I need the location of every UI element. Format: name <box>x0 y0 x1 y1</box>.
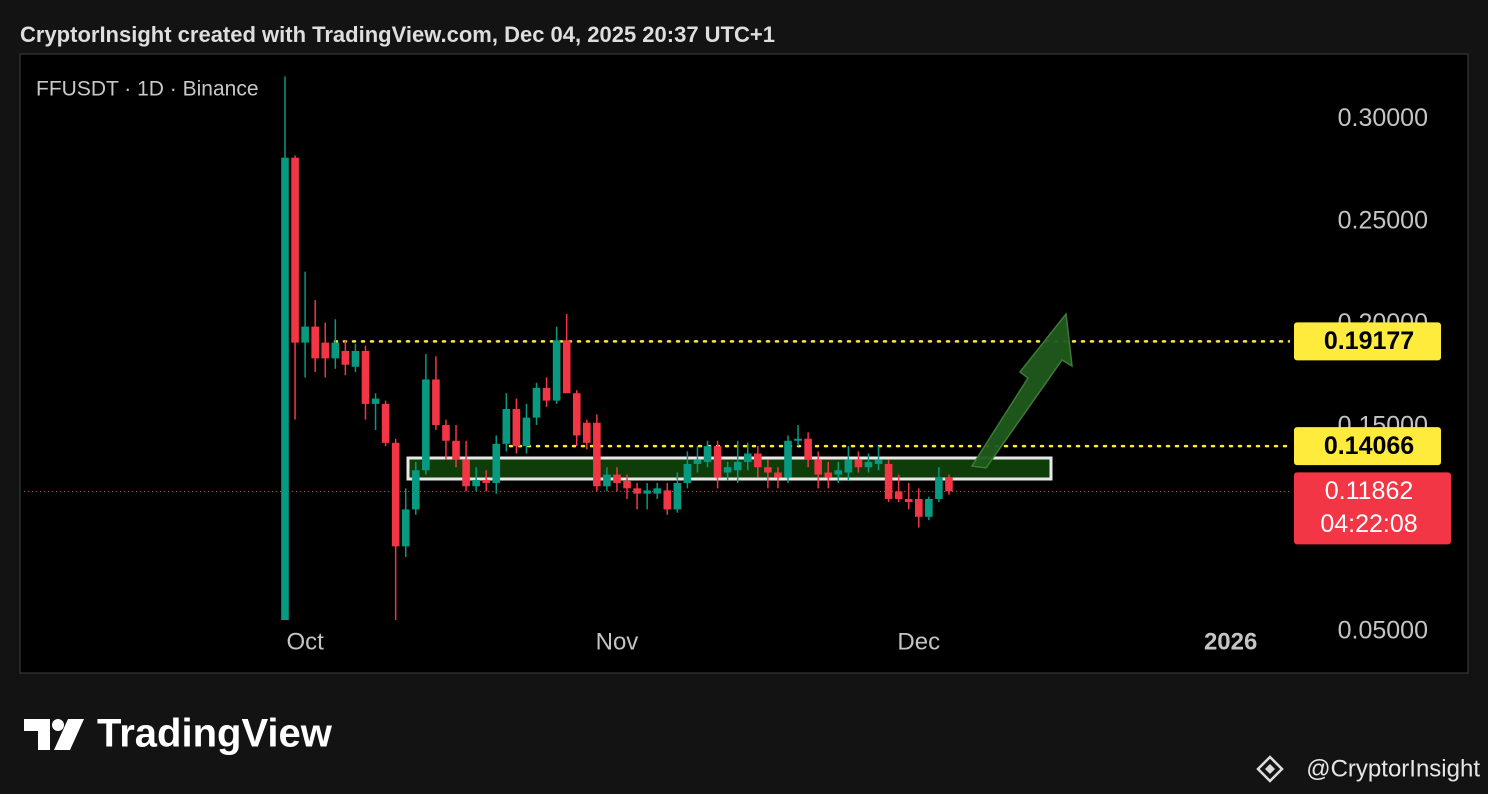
x-tick-label: Oct <box>286 628 324 655</box>
candle-body <box>603 474 611 487</box>
candle-body <box>723 467 732 473</box>
x-tick-label: Nov <box>596 628 639 655</box>
header: CryptorInsight created with TradingView.… <box>20 22 775 47</box>
candle-body <box>542 387 551 401</box>
candle-body <box>774 472 782 478</box>
candle-body <box>693 459 702 464</box>
candle-body <box>925 498 933 517</box>
candle-body <box>281 157 289 620</box>
candle-body <box>442 424 450 441</box>
countdown-label: 04:22:08 <box>1320 510 1417 538</box>
chart-panel <box>19 53 1469 674</box>
logo-mark <box>52 719 64 731</box>
logo-text: TradingView <box>97 712 333 756</box>
candle-body <box>623 480 631 489</box>
tradingview-logo: TradingView <box>24 712 333 756</box>
symbol-title: FFUSDT · 1D · Binance <box>36 78 259 101</box>
price-label-box <box>1294 322 1441 361</box>
candle-body <box>874 459 883 464</box>
candle-body <box>562 340 571 394</box>
x-tick-label: Dec <box>897 628 940 655</box>
candle-body <box>613 474 621 483</box>
logo-mark <box>24 719 50 750</box>
price-label: 0.19177 <box>1324 327 1414 355</box>
candle-body <box>512 409 521 447</box>
price-label: 0.14066 <box>1324 432 1414 460</box>
candle-body <box>361 350 370 404</box>
candle-body <box>351 350 360 367</box>
candle-body <box>743 453 752 462</box>
candle-body <box>683 463 692 483</box>
candle-body <box>391 442 400 547</box>
candle-body <box>854 459 863 468</box>
candle-body <box>532 387 541 418</box>
candle-body <box>432 379 440 425</box>
price-axis: 0.050000.150000.200000.250000.30000OctNo… <box>286 104 1451 655</box>
binance-icon <box>1265 764 1275 774</box>
candle-body <box>633 488 641 494</box>
candle-body <box>844 459 853 473</box>
candle-body <box>784 440 792 478</box>
plot-area <box>21 76 1290 620</box>
candle-body <box>462 459 470 487</box>
candle-body <box>311 326 319 359</box>
candle-body <box>673 482 682 510</box>
binance-icon <box>1256 755 1284 783</box>
candle-body <box>703 446 712 462</box>
candle-body <box>754 453 762 468</box>
price-label-box <box>1294 427 1441 466</box>
last-price-box <box>1294 472 1451 545</box>
candle-body <box>764 467 772 473</box>
candle-body <box>804 438 812 460</box>
candle-body <box>814 459 822 475</box>
candle-body <box>713 446 722 478</box>
candle-body <box>834 470 843 475</box>
candle-body <box>371 398 380 404</box>
candle-body <box>472 479 480 487</box>
y-tick-label: 0.30000 <box>1338 104 1428 132</box>
candle-body <box>502 409 511 444</box>
candle-body <box>643 490 651 494</box>
candle-body <box>733 461 742 471</box>
candle-body <box>663 490 672 510</box>
candle-body <box>824 472 833 478</box>
candle-body <box>482 479 490 483</box>
candle-body <box>583 422 591 443</box>
candle-body <box>331 342 340 359</box>
y-tick-label: 0.25000 <box>1338 207 1428 235</box>
candle-body <box>381 403 390 443</box>
last-price-label: 0.11862 <box>1325 477 1414 505</box>
x-tick-label: 2026 <box>1204 628 1257 655</box>
candle-body <box>552 340 561 401</box>
candle-body <box>321 342 330 359</box>
candle-body <box>522 417 531 447</box>
candle-body <box>401 509 410 547</box>
candle-body <box>572 393 581 436</box>
watermark-text: @CryptorInsight <box>1306 755 1480 782</box>
y-tick-label: 0.05000 <box>1338 617 1428 645</box>
candle-body <box>452 440 460 460</box>
projection-arrow <box>970 312 1073 469</box>
candle-body <box>291 157 299 343</box>
candles <box>281 76 953 620</box>
candle-body <box>653 488 662 494</box>
candle-body <box>864 461 873 468</box>
candle-body <box>935 477 943 499</box>
candle-body <box>492 443 501 483</box>
candle-body <box>593 422 601 487</box>
candle-body <box>894 491 903 499</box>
candle-body <box>904 498 913 503</box>
watermark: @CryptorInsight <box>1256 755 1480 783</box>
candle-body <box>945 477 953 492</box>
candle-body <box>341 350 350 365</box>
candle-body <box>884 463 893 499</box>
candle-body <box>794 438 802 441</box>
candle-body <box>411 470 420 510</box>
candle-body <box>422 379 430 471</box>
logo-mark <box>54 719 84 750</box>
candle-body <box>301 326 309 343</box>
candle-body <box>914 498 923 517</box>
